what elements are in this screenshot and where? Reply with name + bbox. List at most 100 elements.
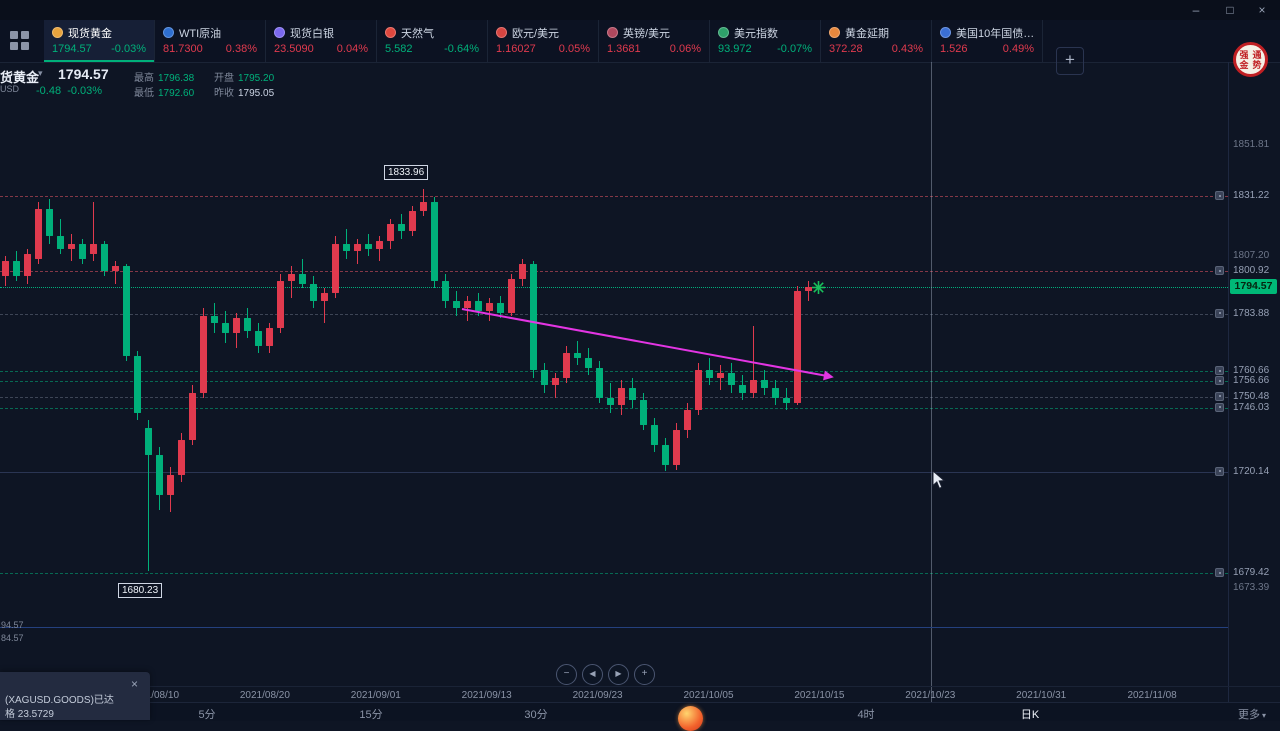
tab-top-row: 现货黄金 xyxy=(52,25,146,40)
date-label: 2021/10/31 xyxy=(1016,690,1067,701)
price-alert-icon[interactable] xyxy=(1215,466,1224,476)
candle-body xyxy=(332,243,339,294)
price-alert-icon[interactable] xyxy=(1215,568,1224,578)
candle-body xyxy=(783,397,790,403)
left-scale-label: 84.57 xyxy=(1,633,24,643)
candle-body xyxy=(739,385,746,393)
timeframe-30分[interactable]: 30分 xyxy=(524,709,548,721)
maximize-button[interactable]: □ xyxy=(1226,3,1234,17)
promo-icon[interactable] xyxy=(678,706,703,731)
zoom-out-button[interactable]: − xyxy=(556,664,577,685)
candle-wick xyxy=(379,236,380,262)
tab-instrument-1[interactable]: 现货黄金 1794.57 -0.03% xyxy=(44,20,155,62)
tab-instrument-2[interactable]: WTI原油 81.7300 0.38% xyxy=(155,20,266,62)
tab-top-row: 英镑/美元 xyxy=(607,25,701,40)
candle-body xyxy=(387,223,394,242)
candle-body xyxy=(695,370,702,411)
close-button[interactable]: × xyxy=(1258,3,1266,17)
price-level-line xyxy=(0,196,1228,197)
tab-instrument-7[interactable]: 美元指数 93.972 -0.07% xyxy=(710,20,821,62)
candle-wick xyxy=(357,238,358,264)
candle-body xyxy=(299,273,306,284)
candle-body xyxy=(255,330,262,346)
price-axis-label: 1750.48 xyxy=(1233,390,1270,402)
price-alert-icon[interactable] xyxy=(1215,191,1224,200)
candle-body xyxy=(222,323,229,334)
candle-body xyxy=(134,355,141,413)
tab-name: 天然气 xyxy=(401,27,434,40)
price-alert-icon[interactable] xyxy=(1215,376,1224,386)
timeframe-日K[interactable]: 日K xyxy=(1020,709,1040,721)
candle-body xyxy=(618,387,625,406)
instrument-icon xyxy=(163,27,174,38)
current-price-tag: 1794.57 xyxy=(1230,279,1277,295)
price-alert-icon[interactable] xyxy=(1215,266,1224,276)
chevron-down-icon[interactable]: ▾ xyxy=(38,68,43,78)
minimize-button[interactable]: – xyxy=(1192,3,1200,17)
price-axis[interactable]: 1851.81 1831.22 1807.20 1800.92 1794.57 1783.… xyxy=(1228,62,1280,702)
price-axis-label: 1756.66 xyxy=(1233,375,1270,387)
tab-instrument-6[interactable]: 英镑/美元 1.3681 0.06% xyxy=(599,20,710,62)
candle-body xyxy=(24,253,31,277)
scroll-left-button[interactable]: ◀ xyxy=(582,664,603,685)
add-instrument-button[interactable]: + xyxy=(1056,47,1084,75)
price-level-line xyxy=(0,573,1228,575)
candle-body xyxy=(2,261,9,277)
tab-instrument-3[interactable]: 现货白银 23.5090 0.04% xyxy=(266,20,377,62)
timeframe-更多[interactable]: 更多 ▾ xyxy=(1237,709,1267,721)
candle-body xyxy=(156,454,163,495)
price-axis-label: 1679.42 xyxy=(1233,567,1270,579)
tab-bottom-row: 1.3681 0.06% xyxy=(607,43,701,55)
tab-instrument-9[interactable]: 美国10年国债… 1.526 0.49% xyxy=(932,20,1043,62)
stat-low: 最低 1792.60 xyxy=(134,88,195,99)
price-alert-icon[interactable] xyxy=(1215,308,1224,318)
candle-body xyxy=(90,243,97,254)
candle-wick xyxy=(148,420,149,572)
tab-instrument-4[interactable]: 天然气 5.582 -0.64% xyxy=(377,20,488,62)
tab-price: 1.16027 xyxy=(496,43,536,55)
tab-top-row: WTI原油 xyxy=(163,25,257,40)
chart-area[interactable] xyxy=(0,62,1228,686)
candle-body xyxy=(321,293,328,301)
last-price: 1794.57 xyxy=(58,66,109,82)
layout-grid-icon[interactable] xyxy=(10,31,30,51)
tab-bottom-row: 23.5090 0.04% xyxy=(274,43,368,55)
candle-body xyxy=(101,243,108,272)
blue-level-line xyxy=(0,627,1228,628)
candle-body xyxy=(519,263,526,279)
candle-body xyxy=(794,290,801,403)
candle-body xyxy=(552,377,559,386)
tab-name: 美元指数 xyxy=(734,27,778,40)
instrument-icon xyxy=(52,27,63,38)
timeframe-15分[interactable]: 15分 xyxy=(359,709,383,721)
tab-price: 81.7300 xyxy=(163,43,203,55)
instrument-icon xyxy=(940,27,951,38)
instrument-icon xyxy=(274,27,285,38)
instrument-icon xyxy=(496,27,507,38)
timeframe-4时[interactable]: 4时 xyxy=(857,709,875,721)
candle-body xyxy=(178,440,185,475)
candle-body xyxy=(343,243,350,252)
zoom-in-button[interactable]: + xyxy=(634,664,655,685)
price-alert-icon[interactable] xyxy=(1215,391,1224,401)
tab-instrument-8[interactable]: 黄金延期 372.28 0.43% xyxy=(821,20,932,62)
candle-body xyxy=(541,370,548,386)
toast-close-icon[interactable]: × xyxy=(130,677,138,691)
date-axis[interactable]: 2021/08/10 2021/08/20 2021/09/01 2021/09/13… xyxy=(0,686,1280,703)
candle-wick xyxy=(291,266,292,299)
price-alert-icon[interactable] xyxy=(1215,366,1224,376)
price-axis-label: 1800.92 xyxy=(1233,265,1270,277)
candle-wick xyxy=(720,365,721,391)
tab-instrument-5[interactable]: 欧元/美元 1.16027 0.05% xyxy=(488,20,599,62)
date-label: 2021/08/10 xyxy=(128,690,180,701)
symbol-name[interactable]: 货黄金 xyxy=(0,70,40,85)
logo-char: 通 xyxy=(1252,49,1262,60)
scroll-right-button[interactable]: ▶ xyxy=(608,664,629,685)
candle-body xyxy=(728,372,735,386)
toast-text: (XAGUSD.GOODS)已达 xyxy=(5,695,114,706)
price-alert-icon[interactable] xyxy=(1215,402,1224,412)
high-price-label: 1833.96 xyxy=(384,165,429,180)
candle-body xyxy=(772,387,779,398)
tab-name: 现货黄金 xyxy=(68,27,112,40)
timeframe-5分[interactable]: 5分 xyxy=(198,709,216,721)
